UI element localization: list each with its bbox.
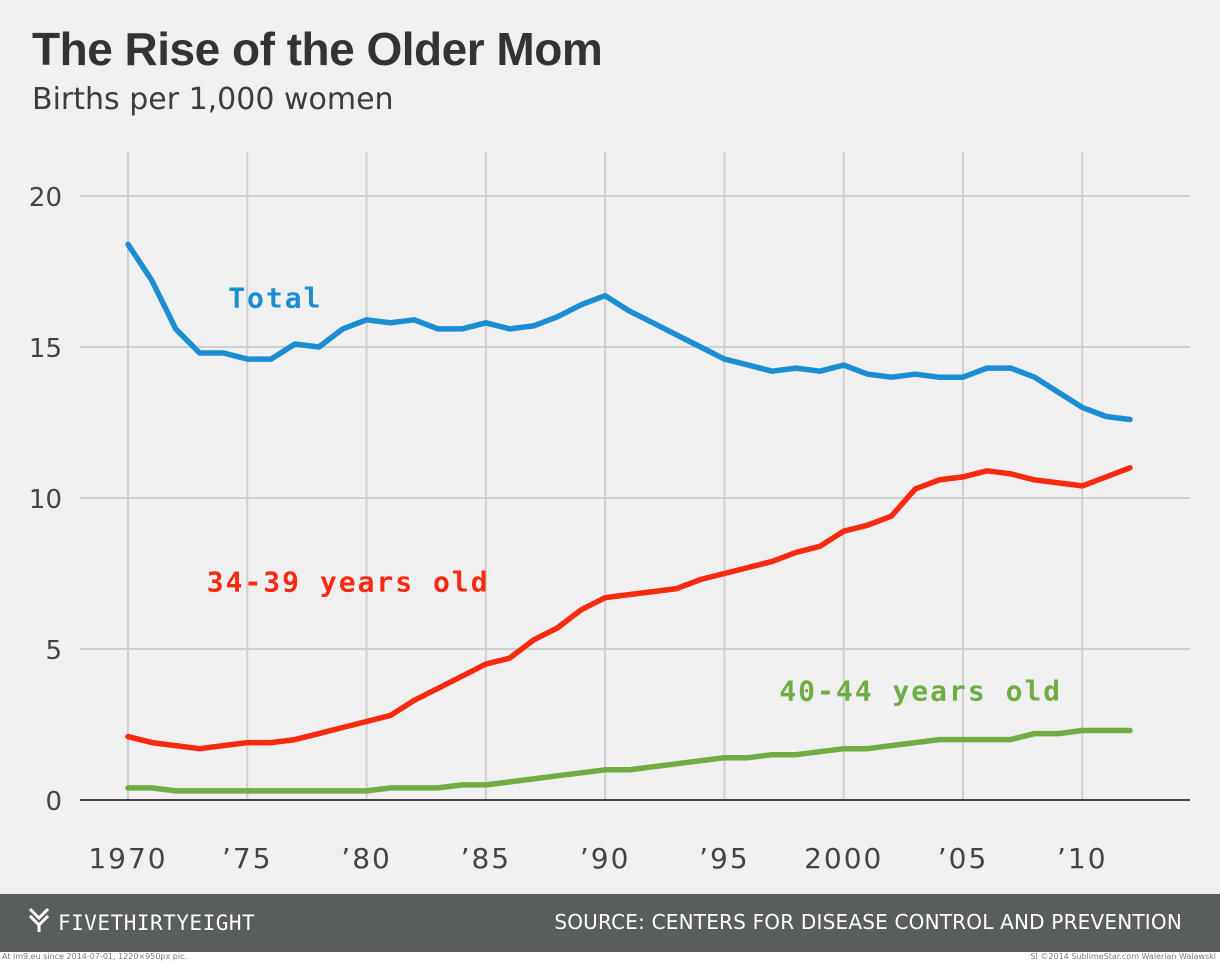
axes: 0 5 10 15 20 1970 ’75 ’80 ’85 ’90 ’95 2000 ’05 ’10 bbox=[29, 183, 1190, 875]
x-tick-label: ’75 bbox=[222, 842, 273, 875]
x-tick-label: 1970 bbox=[88, 842, 167, 875]
y-tick-label: 20 bbox=[29, 183, 62, 213]
y-tick-label: 15 bbox=[29, 334, 62, 364]
brand-name: FIVETHIRTYEIGHT bbox=[58, 910, 256, 935]
y-tick-label: 0 bbox=[45, 787, 62, 817]
series-label: 34-39 years old bbox=[207, 566, 490, 599]
credit-left: At im9.eu since 2014-07-01, 1220×950px p… bbox=[2, 952, 188, 961]
chart-subtitle: Births per 1,000 women bbox=[32, 82, 394, 117]
x-tick-label: ’80 bbox=[341, 842, 392, 875]
x-tick-label: 2000 bbox=[804, 842, 883, 875]
fivethirtyeight-logo-icon bbox=[28, 907, 50, 937]
series-label: 40-44 years old bbox=[779, 674, 1062, 707]
y-tick-label: 5 bbox=[45, 636, 62, 666]
x-tick-label: ’10 bbox=[1057, 842, 1108, 875]
credit-strip: At im9.eu since 2014-07-01, 1220×950px p… bbox=[0, 952, 1220, 962]
source-note: SOURCE: CENTERS FOR DISEASE CONTROL AND … bbox=[554, 910, 1182, 934]
brand[interactable]: FIVETHIRTYEIGHT bbox=[28, 907, 256, 937]
x-tick-label: ’05 bbox=[938, 842, 989, 875]
series-line-total bbox=[125, 241, 1133, 423]
series-label: Total bbox=[228, 282, 322, 315]
credit-right: SI ©2014 SublimeStar.com Walerian Walaws… bbox=[1030, 952, 1216, 961]
series-line-34-39-years-old bbox=[125, 465, 1133, 752]
series-lines bbox=[125, 241, 1133, 794]
line-chart: 0 5 10 15 20 1970 ’75 ’80 ’85 ’90 ’95 2000 ’05 ’10 To… bbox=[29, 152, 1190, 875]
footer-bar: FIVETHIRTYEIGHT SOURCE: CENTERS FOR DISE… bbox=[0, 894, 1220, 952]
series-line-40-44-years-old bbox=[125, 727, 1133, 794]
chart-title: The Rise of the Older Mom bbox=[32, 23, 603, 75]
x-tick-label: ’85 bbox=[461, 842, 512, 875]
x-tick-label: ’90 bbox=[580, 842, 631, 875]
x-tick-label: ’95 bbox=[699, 842, 750, 875]
series-labels: Total 34-39 years old 40-44 years old bbox=[207, 282, 1062, 708]
y-tick-label: 10 bbox=[29, 485, 62, 515]
